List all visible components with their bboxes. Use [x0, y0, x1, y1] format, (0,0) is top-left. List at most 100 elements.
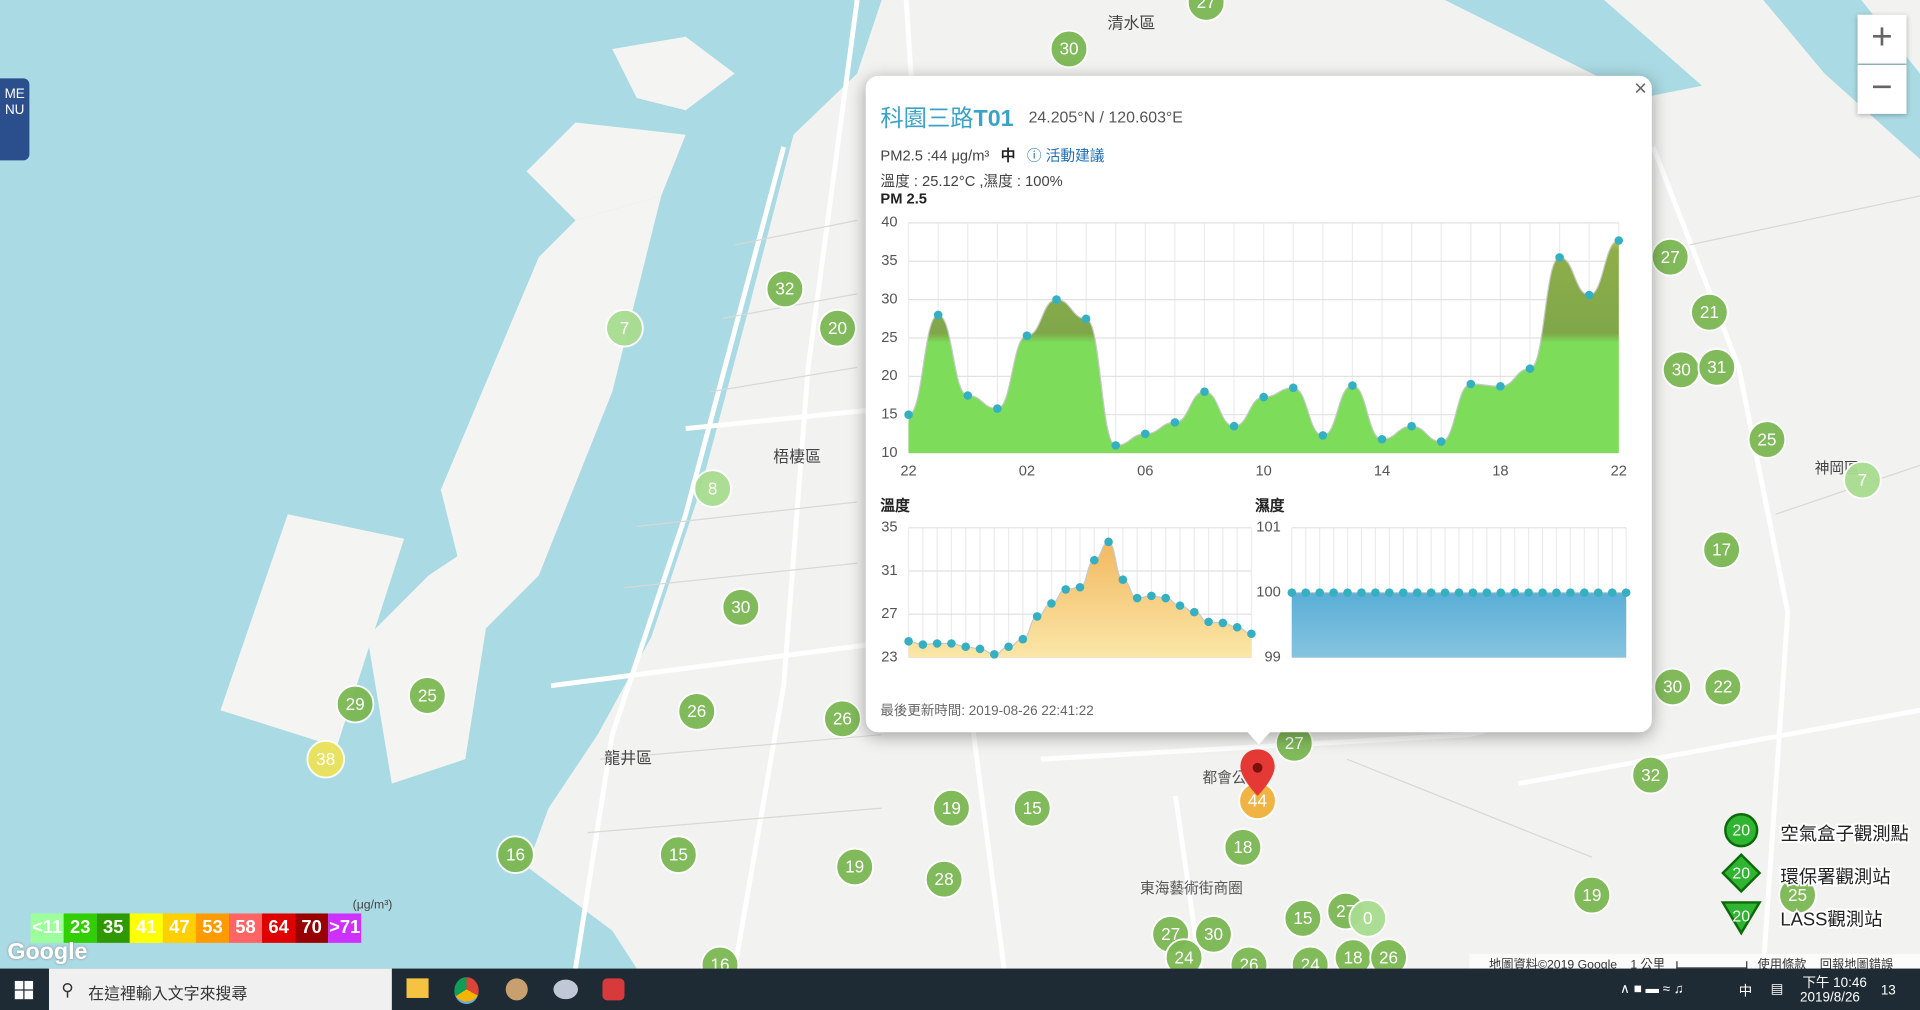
- station-marker[interactable]: 32: [765, 269, 805, 309]
- advice-text[interactable]: 活動建議: [1045, 146, 1105, 165]
- data-point: [1412, 588, 1422, 597]
- station-marker[interactable]: 20: [818, 308, 857, 348]
- y-tick-label: 23: [881, 649, 897, 665]
- station-marker[interactable]: 25: [1747, 420, 1787, 459]
- station-marker[interactable]: 15: [1283, 899, 1323, 938]
- station-marker[interactable]: 24: [1290, 945, 1330, 969]
- map-label: 清水區: [1108, 15, 1156, 33]
- explorer-icon[interactable]: [406, 978, 429, 998]
- chart-title: PM 2.5: [880, 189, 927, 207]
- data-point: [990, 650, 999, 659]
- pier: [220, 514, 405, 747]
- station-marker[interactable]: 26: [1229, 945, 1269, 969]
- station-marker[interactable]: 31: [1697, 348, 1737, 387]
- station-marker[interactable]: 0: [1348, 899, 1388, 938]
- station-marker[interactable]: 7: [1843, 460, 1882, 500]
- data-point: [1287, 588, 1297, 597]
- station-marker[interactable]: 24: [1164, 938, 1204, 969]
- clock-date[interactable]: 2019/8/26: [1800, 990, 1860, 1006]
- marker-value: 25: [1788, 885, 1807, 905]
- data-point: [1288, 383, 1298, 393]
- pm25-level: 中: [1000, 146, 1016, 165]
- data-point: [1496, 382, 1505, 391]
- station-marker[interactable]: 38: [306, 739, 346, 779]
- legend-item: 20 LASS觀測站: [1720, 901, 1884, 936]
- station-marker[interactable]: 25: [1778, 875, 1817, 915]
- start-button[interactable]: [14, 980, 35, 1001]
- station-marker[interactable]: 26: [677, 692, 717, 731]
- station-marker[interactable]: 7: [605, 308, 644, 348]
- data-point: [1580, 588, 1589, 597]
- chart-title: 濕度: [1255, 497, 1285, 515]
- station-marker[interactable]: 19: [932, 788, 971, 828]
- scale-level: 53: [195, 913, 229, 943]
- y-tick-label: 30: [881, 291, 897, 307]
- legend-label: LASS觀測站: [1780, 909, 1882, 930]
- station-marker[interactable]: 25: [408, 676, 447, 715]
- scale-level: 70: [295, 913, 329, 943]
- station-marker[interactable]: 18: [1333, 938, 1373, 969]
- station-marker[interactable]: 29: [335, 684, 375, 724]
- ime-indicator[interactable]: 中: [1738, 984, 1753, 1000]
- station-marker[interactable]: 16: [496, 835, 535, 874]
- marker-value: 30: [1663, 677, 1682, 697]
- station-marker[interactable]: 44: [1238, 781, 1277, 821]
- data-point: [1525, 364, 1535, 373]
- station-marker[interactable]: 27: [1650, 237, 1690, 277]
- zoom-out[interactable]: −: [1857, 64, 1907, 114]
- notification-count[interactable]: 13: [1880, 983, 1896, 998]
- data-point: [1218, 618, 1228, 628]
- map-label: 龍井區: [604, 749, 652, 767]
- scale-level: 58: [228, 913, 263, 943]
- app-icon[interactable]: [505, 978, 528, 1001]
- tray-icons[interactable]: ∧ ■ ▬ ≈ ♫: [1620, 982, 1684, 997]
- close-button[interactable]: ×: [1634, 75, 1647, 101]
- app-icon[interactable]: [602, 978, 625, 1001]
- data-point: [1301, 588, 1311, 597]
- station-marker[interactable]: 30: [721, 588, 761, 627]
- station-marker[interactable]: 32: [1631, 755, 1670, 795]
- marker-value: 16: [710, 955, 729, 969]
- station-marker[interactable]: 16: [700, 945, 740, 969]
- chrome-icon[interactable]: [454, 977, 479, 1005]
- station-marker[interactable]: 28: [924, 859, 964, 899]
- marker-value: 8: [708, 478, 718, 498]
- marker-value: 24: [1301, 955, 1321, 969]
- station-marker[interactable]: 22: [1703, 667, 1743, 707]
- data-point: [1259, 392, 1268, 402]
- marker-circle: [1650, 237, 1690, 277]
- station-marker[interactable]: 21: [1690, 292, 1729, 332]
- station-marker[interactable]: 15: [1012, 788, 1052, 828]
- map[interactable]: 清水區 梧棲區 龍井區 神岡區 東海藝術街商圈 都會公 302732207830…: [0, 0, 1920, 969]
- marker-circle: [408, 676, 447, 715]
- station-marker[interactable]: 30: [1194, 915, 1233, 954]
- station-marker[interactable]: 30: [1653, 667, 1692, 707]
- legend-label: 環保署觀測站: [1780, 866, 1890, 887]
- menu-button[interactable]: MENU: [0, 78, 30, 161]
- station-marker[interactable]: 19: [1572, 875, 1612, 915]
- x-tick-label: 22: [1611, 463, 1627, 479]
- advice-link[interactable]: ⓘ 活動建議: [1026, 146, 1105, 165]
- zoom-in[interactable]: +: [1857, 14, 1907, 64]
- data-point: [1466, 379, 1476, 389]
- marker-value: 22: [1713, 677, 1732, 697]
- station-marker[interactable]: 26: [1369, 938, 1408, 969]
- station-marker[interactable]: 15: [659, 835, 698, 874]
- data-point: [1329, 588, 1338, 597]
- station-marker[interactable]: 26: [823, 699, 862, 739]
- station-marker[interactable]: 30: [1049, 29, 1089, 69]
- keyboard-icon[interactable]: ▤: [1770, 982, 1784, 997]
- marker-circle: [1049, 29, 1089, 69]
- clock-time[interactable]: 下午 10:46: [1802, 975, 1867, 991]
- data-point: [1482, 588, 1492, 597]
- station-marker[interactable]: 27: [1186, 0, 1226, 22]
- station-marker[interactable]: 17: [1702, 530, 1741, 570]
- marker-value: 0: [1363, 908, 1373, 928]
- data-point: [1436, 437, 1446, 446]
- station-marker[interactable]: 18: [1223, 828, 1263, 867]
- station-marker[interactable]: 8: [693, 469, 732, 508]
- station-marker[interactable]: 19: [835, 847, 874, 887]
- app-icon[interactable]: [553, 979, 578, 1000]
- search-box[interactable]: ⚲ 在這裡輸入文字來搜尋: [48, 968, 392, 1010]
- station-marker[interactable]: 30: [1661, 350, 1701, 390]
